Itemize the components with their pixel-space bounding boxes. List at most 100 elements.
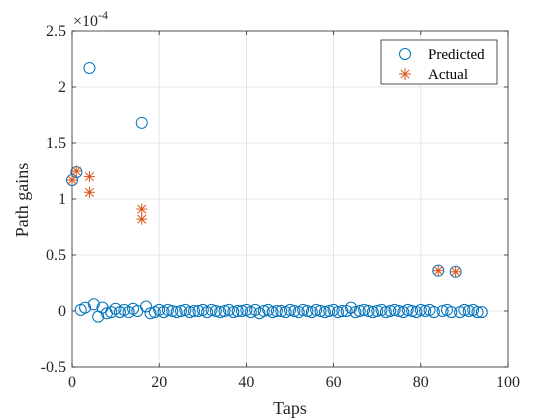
predicted-point <box>314 305 327 317</box>
predicted-point <box>205 303 218 316</box>
predicted-point <box>183 306 196 319</box>
predicted-point <box>275 305 288 317</box>
asterisk-stroke <box>137 204 147 214</box>
exponent-base: ×10 <box>73 13 98 30</box>
predicted-point <box>384 305 397 317</box>
predicted-point <box>83 61 96 74</box>
predicted-point <box>170 306 183 319</box>
legend-label-predicted: Predicted <box>428 47 485 63</box>
legend: Predicted Actual <box>380 39 498 85</box>
predicted-point <box>105 306 118 319</box>
predicted-point <box>366 306 379 319</box>
tick-labels: 0 20 40 60 80 100-0.500.511.522.5 <box>41 23 520 391</box>
y-axis-label: Path gains <box>12 163 32 238</box>
predicted-point <box>436 305 449 317</box>
x-tick-label: 0 <box>68 374 76 391</box>
predicted-point <box>340 305 353 317</box>
predicted-point <box>87 298 100 311</box>
x-axis-label: Taps <box>273 398 307 418</box>
exponent-power: -4 <box>98 8 108 22</box>
predicted-point <box>79 301 92 314</box>
asterisk-stroke <box>137 214 147 224</box>
series-predicted <box>66 61 488 323</box>
actual-point <box>83 186 95 198</box>
series-actual <box>66 165 462 278</box>
y-tick-label: 2.5 <box>46 23 66 40</box>
predicted-point <box>445 306 458 319</box>
legend-label-actual: Actual <box>428 67 468 83</box>
y-tick-label: 0.5 <box>46 247 66 264</box>
predicted-point <box>161 303 174 316</box>
grid <box>72 31 508 367</box>
y-tick-label: 1 <box>58 191 66 208</box>
predicted-point <box>406 305 419 317</box>
predicted-point <box>345 301 358 314</box>
x-tick-label: 100 <box>496 374 520 391</box>
predicted-point <box>414 303 427 316</box>
predicted-point <box>371 305 384 317</box>
predicted-point <box>349 306 362 319</box>
x-tick-label: 60 <box>326 374 342 391</box>
predicted-point <box>297 303 310 316</box>
predicted-point <box>288 305 301 317</box>
predicted-point <box>209 305 222 317</box>
predicted-point <box>379 306 392 319</box>
x-tick-label: 80 <box>413 374 429 391</box>
predicted-point <box>257 305 270 317</box>
legend-marker-actual <box>399 68 411 80</box>
predicted-point <box>270 305 283 317</box>
predicted-point <box>144 307 157 320</box>
predicted-point <box>393 305 405 317</box>
predicted-point <box>471 306 484 319</box>
predicted-point <box>218 305 231 317</box>
actual-point <box>70 165 82 177</box>
predicted-point <box>236 305 249 317</box>
actual-point <box>66 174 78 186</box>
data-marks <box>66 61 488 323</box>
y-tick-label: 2 <box>58 79 66 96</box>
x-tick-label: 20 <box>151 374 167 391</box>
predicted-point <box>427 306 440 319</box>
predicted-point <box>388 303 401 316</box>
predicted-point <box>109 302 122 315</box>
predicted-point <box>175 305 187 317</box>
predicted-point <box>336 305 349 317</box>
asterisk-stroke <box>433 266 443 276</box>
predicted-point <box>362 305 375 317</box>
exponent-label: ×10-4 <box>73 8 108 30</box>
predicted-point <box>353 305 366 317</box>
actual-point <box>83 171 95 183</box>
y-tick-label: 0 <box>58 303 66 320</box>
predicted-point <box>358 303 371 316</box>
predicted-point <box>122 306 135 319</box>
x-tick-label: 40 <box>238 374 254 391</box>
predicted-point <box>310 303 323 316</box>
predicted-point <box>166 305 179 317</box>
predicted-point <box>458 303 471 316</box>
actual-point <box>136 203 148 215</box>
predicted-point <box>227 306 240 319</box>
asterisk-stroke <box>84 187 94 197</box>
predicted-point <box>284 303 296 316</box>
predicted-point <box>135 116 148 129</box>
asterisk-stroke <box>451 267 461 277</box>
predicted-point <box>462 305 475 317</box>
predicted-point <box>140 300 153 313</box>
predicted-point <box>323 305 336 317</box>
asterisk-stroke <box>67 175 77 185</box>
predicted-point <box>188 305 201 317</box>
predicted-point <box>401 303 414 316</box>
asterisk-stroke <box>71 166 81 176</box>
predicted-point <box>318 306 331 319</box>
predicted-point <box>266 306 279 319</box>
y-tick-label: -0.5 <box>41 359 66 376</box>
predicted-point <box>214 306 227 319</box>
plot-area-border <box>71 30 509 368</box>
predicted-point <box>249 303 262 316</box>
legend-box <box>380 39 498 85</box>
predicted-point <box>192 305 205 317</box>
axes <box>71 30 509 368</box>
actual-point <box>432 265 444 277</box>
actual-point <box>136 213 148 225</box>
